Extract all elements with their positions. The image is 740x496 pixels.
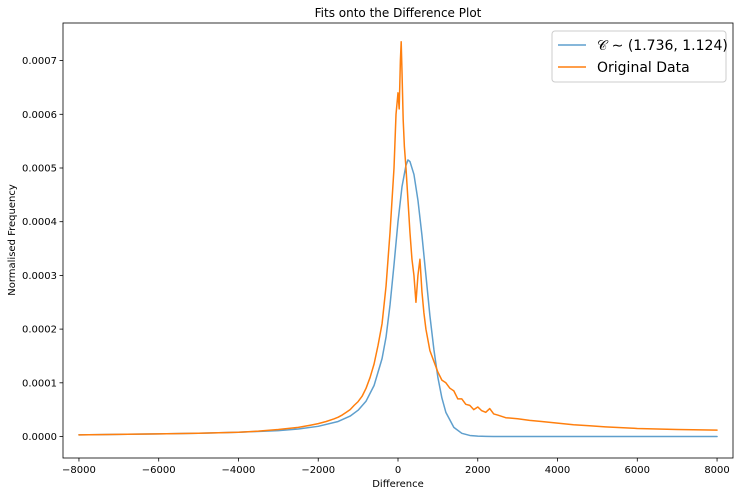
y-tick-label: 0.0000 <box>22 432 57 443</box>
legend-label: Original Data <box>597 60 690 76</box>
y-tick-label: 0.0004 <box>22 217 57 228</box>
legend-box <box>551 30 727 83</box>
y-tick-label: 0.0001 <box>22 378 57 389</box>
x-tick-label: −8000 <box>62 465 96 476</box>
series-line-fit <box>78 159 718 438</box>
x-tick-label: 2000 <box>465 465 490 476</box>
series-layer <box>78 41 718 438</box>
x-tick-label: −4000 <box>222 465 256 476</box>
y-axis-label: Normalised Frequency <box>7 184 18 296</box>
x-tick-label: 0 <box>395 465 401 476</box>
y-tick-label: 0.0007 <box>22 56 57 67</box>
legend: 𝒞 ∼ (1.736, 1.124) Original Data <box>551 30 728 83</box>
chart-title: Fits onto the Difference Plot <box>315 6 482 20</box>
legend-label: 𝒞 ∼ (1.736, 1.124) <box>597 38 728 54</box>
x-tick-label: 8000 <box>704 465 729 476</box>
y-tick-label: 0.0002 <box>22 325 57 336</box>
x-tick-label: −6000 <box>142 465 176 476</box>
x-axis-label: Difference <box>372 479 424 490</box>
plot-background <box>63 23 733 458</box>
series-line-original-data <box>78 41 718 436</box>
y-tick-label: 0.0006 <box>22 110 57 121</box>
x-tick-label: 6000 <box>625 465 650 476</box>
x-tick-label: −2000 <box>301 465 335 476</box>
plot-area <box>63 23 733 458</box>
y-tick-label: 0.0003 <box>22 271 57 282</box>
axes-layer: −8000 −6000 −4000 −2000 0 2000 4000 6000 8000 0.0… <box>22 22 734 476</box>
y-tick-label: 0.0005 <box>22 164 57 175</box>
x-tick-label: 4000 <box>545 465 570 476</box>
